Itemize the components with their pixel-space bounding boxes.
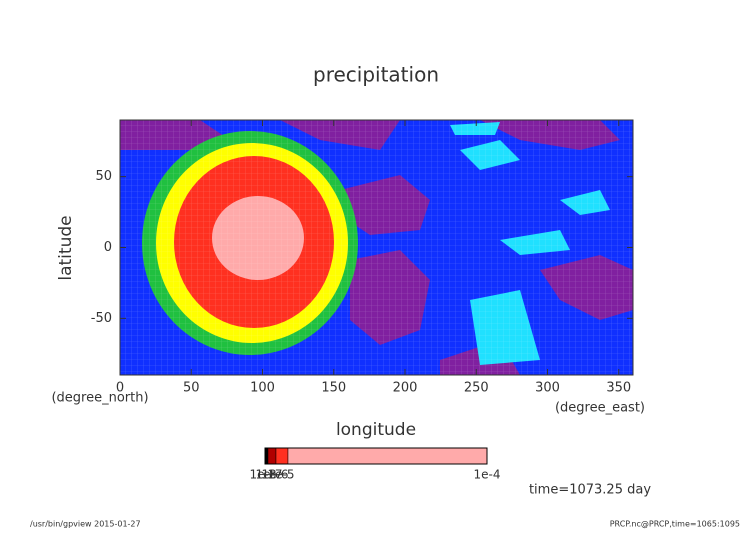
x-tick-label: 250 [464,381,489,396]
colorbar-label: 1e-5 [268,468,295,482]
x-tick-label: 0 [116,381,124,396]
annotation: time=1073.25 day [529,483,651,498]
x-tick-label: 300 [535,381,560,396]
x-axis-label: longitude [336,420,416,440]
x-tick-label: 350 [606,381,631,396]
y-tick-label: 0 [104,240,112,255]
x-tick-label: 100 [250,381,275,396]
y-units: (degree_north) [51,391,148,406]
y-axis-label: latitude [56,215,76,280]
footer-right: PRCP.nc@PRCP,time=1065:1095 [610,520,740,529]
x-tick-label: 50 [183,381,200,396]
footer-left: /usr/bin/gpview 2015-01-27 [30,520,141,529]
x-units: (degree_east) [555,401,645,416]
contour-field [120,120,633,375]
colorbar-frame [264,447,488,465]
colorbar-label: 1e-7 [256,468,283,482]
colorbar-swatch [267,447,277,465]
colorbar-swatch [275,447,289,465]
x-tick-label: 200 [393,381,418,396]
chart-title: precipitation [313,63,439,87]
y-tick-label: 50 [95,169,112,184]
colorbar-swatch [287,447,488,465]
y-tick-label: -50 [91,311,112,326]
grid-overlay [120,120,633,375]
colorbar-label: 1e-6 [262,468,289,482]
x-tick-label: 150 [321,381,346,396]
colorbar-label: 1e-8 [250,468,277,482]
colorbar-label: 1e-4 [474,468,501,482]
